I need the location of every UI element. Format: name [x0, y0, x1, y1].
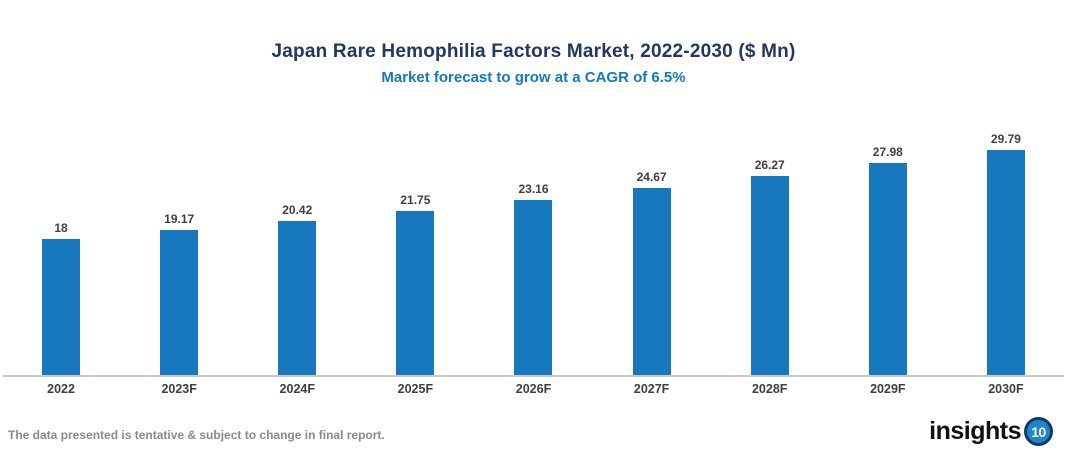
- bar-value-label: 20.42: [282, 203, 313, 217]
- bar: [868, 163, 907, 375]
- bar: [160, 230, 199, 375]
- x-axis-label: 2026F: [515, 382, 552, 396]
- x-axis-label: 2025F: [397, 382, 434, 396]
- x-axis-label: 2030F: [988, 382, 1024, 396]
- bar: [514, 200, 553, 375]
- insights10-logo: insights 10: [929, 417, 1053, 446]
- bar-group: 18: [2, 221, 120, 375]
- x-axis-labels: 2022 2023F 2024F 2025F 2026F 2027F 2028F 2029F 2…: [0, 382, 1067, 396]
- bar: [632, 188, 671, 375]
- bar-group: 19.17: [120, 212, 238, 375]
- bar: [278, 221, 317, 375]
- bars-row: 18 19.17 20.42 21.75 23.16 24.67 26.27 27.98 29.…: [0, 120, 1067, 375]
- bar-value-label: 19.17: [164, 212, 195, 226]
- bar-value-label: 29.79: [990, 132, 1021, 146]
- chart-subtitle: Market forecast to grow at a CAGR of 6.5…: [381, 69, 686, 86]
- x-axis-label: 2024F: [279, 382, 315, 396]
- x-axis-label: 2027F: [633, 382, 670, 396]
- bar-value-label: 23.16: [518, 182, 549, 196]
- bar-group: 23.16: [474, 182, 592, 375]
- bar: [42, 239, 81, 375]
- bar-group: 27.98: [829, 145, 947, 375]
- logo-text: insights: [929, 417, 1021, 445]
- bar-group: 29.79: [947, 132, 1065, 375]
- bar-value-label: 26.27: [754, 158, 785, 172]
- x-axis-line: [3, 375, 1064, 377]
- bar: [396, 211, 435, 375]
- chart-header: Japan Rare Hemophilia Factors Market, 20…: [0, 0, 1067, 88]
- bar-group: 21.75: [356, 193, 474, 375]
- bar-value-label: 18: [54, 221, 68, 235]
- bar: [986, 150, 1025, 375]
- bar-value-label: 24.67: [636, 170, 667, 184]
- x-axis-label: 2029F: [870, 382, 906, 396]
- x-axis-label: 2023F: [161, 382, 197, 396]
- logo-badge-10: 10: [1024, 417, 1053, 446]
- bar-group: 24.67: [593, 170, 711, 375]
- x-axis-label: 2028F: [751, 382, 788, 396]
- bar-value-label: 21.75: [400, 193, 431, 207]
- bar-value-label: 27.98: [872, 145, 903, 159]
- bar-group: 26.27: [711, 158, 829, 375]
- x-axis-label: 2022: [47, 382, 75, 396]
- bar-chart: 18 19.17 20.42 21.75 23.16 24.67 26.27 27.98 29.…: [0, 120, 1067, 396]
- disclaimer-text: The data presented is tentative & subjec…: [8, 428, 385, 442]
- bar: [750, 176, 789, 375]
- bar-group: 20.42: [238, 203, 356, 375]
- chart-title: Japan Rare Hemophilia Factors Market, 20…: [271, 41, 796, 62]
